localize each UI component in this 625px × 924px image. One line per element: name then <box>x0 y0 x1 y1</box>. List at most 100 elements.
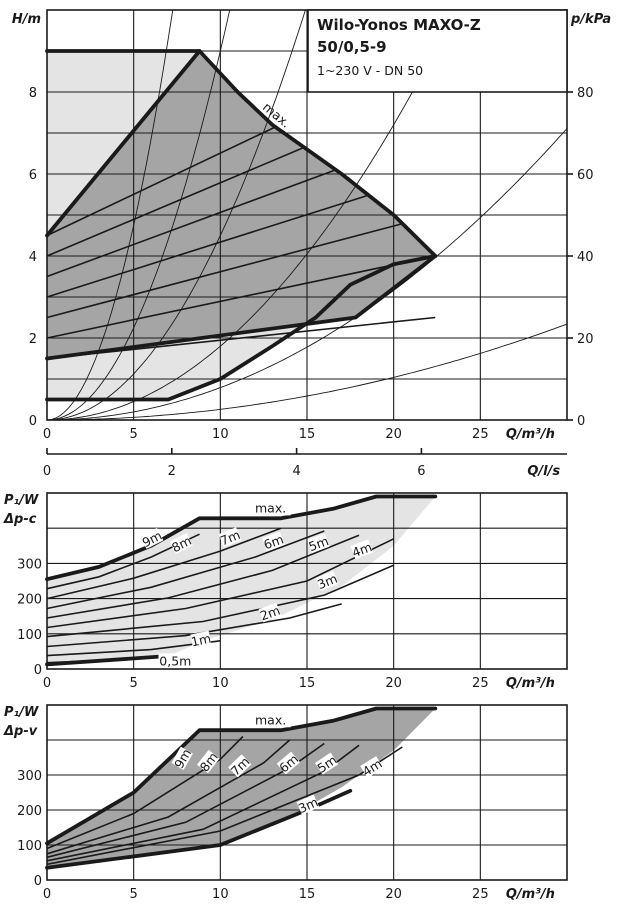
y-tick-label: 200 <box>17 804 42 819</box>
y2-tick-label: 40 <box>577 250 594 265</box>
x-axis-title: Q/m³/h <box>506 887 555 902</box>
x-tick-label: 25 <box>472 887 489 902</box>
power-x-axis: 0 5 10 15 20 25 Q/m³/h <box>43 887 555 902</box>
power-y-axis: 0 100 200 300 P₁/W Δp-c <box>3 493 42 678</box>
top-frame <box>46 9 568 421</box>
series-line-4m <box>46 538 395 629</box>
max-label-bg <box>250 713 291 728</box>
series-label-bg <box>262 531 285 552</box>
series-line-2m <box>46 603 342 648</box>
power-grid <box>47 705 567 880</box>
x-tick-label: 20 <box>385 676 402 691</box>
y2-axis-title: p/kPa <box>570 12 611 27</box>
control-mode-label: Δp-v <box>3 724 38 739</box>
setpoint-lines <box>46 126 436 360</box>
series-label: 0,5m <box>159 653 191 668</box>
series-label-bg <box>158 653 193 668</box>
series-label-group: 7m <box>218 527 242 548</box>
y2-tick-label: 80 <box>577 86 594 101</box>
series-label-group: 6m <box>262 531 286 552</box>
x-axis-title: Q/m³/h <box>506 676 555 691</box>
series-label-bg <box>314 752 339 775</box>
power-y-axis: 0 100 200 300 P₁/W Δp-v <box>3 705 42 889</box>
series-label-bg <box>296 794 320 815</box>
upper-boundary <box>45 706 438 846</box>
min-curve <box>45 254 438 402</box>
y-tick-label: 2 <box>29 332 37 347</box>
series-line-7m <box>46 739 291 855</box>
power-frame <box>46 492 568 670</box>
series-label: 3m <box>296 794 321 816</box>
series-label: 4m <box>350 539 374 560</box>
x-tick-label: 25 <box>472 676 489 691</box>
system-curve-2 <box>47 10 231 420</box>
system-curve-5 <box>47 128 567 420</box>
series-label: 7m <box>218 527 242 548</box>
x-tick-label: 5 <box>130 887 138 902</box>
setpoint-line-5 <box>46 222 403 319</box>
operating-area <box>47 496 436 665</box>
lower-boundary <box>45 788 353 870</box>
pump-model-size: 50/0,5-9 <box>317 38 387 56</box>
x-tick-label: 0 <box>43 676 51 691</box>
setpoint-line-4 <box>46 194 369 298</box>
dp-v-boundary <box>45 49 202 238</box>
y2-tick-label: 0 <box>577 414 585 429</box>
max-label: max. <box>255 500 286 515</box>
power-x-axis: 0 5 10 15 20 25 Q/m³/h <box>43 676 555 691</box>
y-tick-label: 100 <box>17 628 42 643</box>
y2-tick-label: 60 <box>577 168 594 183</box>
y-axis-title: P₁/W <box>4 705 39 720</box>
x2-tick-label: 6 <box>417 464 425 479</box>
y-tick-label: 8 <box>29 86 37 101</box>
series-label-group: 5m <box>307 533 331 554</box>
y-tick-label: 200 <box>17 593 42 608</box>
series-label-bg <box>276 751 301 775</box>
series-label-group: 3m <box>296 794 321 816</box>
pump-curve-chart: max.0 5 10 15 20 25 Q/m³/h02468H/m020406080p/k… <box>12 9 611 479</box>
system-curve-6 <box>47 323 567 420</box>
system-curve-1 <box>47 10 174 420</box>
control-mode-label: Δp-c <box>3 512 37 527</box>
x-tick-label: 15 <box>299 887 316 902</box>
operating-area <box>47 708 436 868</box>
series-line-6m <box>46 742 325 859</box>
series-label-bg <box>197 749 220 774</box>
x-axis-title: Q/m³/h <box>506 427 555 442</box>
flow-ls-axis: 0 2 4 6 Q/l/s <box>43 448 567 479</box>
upper-boundary <box>45 494 438 582</box>
series-line-8m <box>46 735 244 850</box>
setpoint-line-2 <box>46 147 304 257</box>
series-label-bg <box>258 602 282 623</box>
x2-axis-title: Q/l/s <box>527 464 560 479</box>
setpoint-line-1 <box>46 126 276 237</box>
x-tick-label: 25 <box>472 427 489 442</box>
y-tick-label: 100 <box>17 839 42 854</box>
series-label: 1m <box>190 631 213 650</box>
series-label-bg <box>171 746 193 770</box>
x-tick-label: 5 <box>130 676 138 691</box>
setpoint-line-3 <box>46 169 336 278</box>
x-tick-label: 20 <box>385 427 402 442</box>
series-label-bg <box>190 630 212 649</box>
system-curves <box>47 10 567 420</box>
series-line-5m <box>46 744 360 862</box>
series-line-5m <box>46 534 360 619</box>
y-tick-label: 6 <box>29 168 37 183</box>
title-box-frame <box>307 9 568 93</box>
series-label: 6m <box>262 531 286 552</box>
pump-model-title: Wilo-Yonos MAXO-Z <box>317 16 481 34</box>
y2-tick-label: 20 <box>577 332 594 347</box>
x-tick-label: 10 <box>212 676 229 691</box>
series-label-group: 4m <box>350 539 374 560</box>
x-tick-label: 5 <box>130 427 138 442</box>
setpoint-line-6 <box>46 255 436 339</box>
x-tick-label: 10 <box>212 427 229 442</box>
y-axis-title: P₁/W <box>4 493 39 508</box>
series-label-group: 3m <box>315 571 339 592</box>
